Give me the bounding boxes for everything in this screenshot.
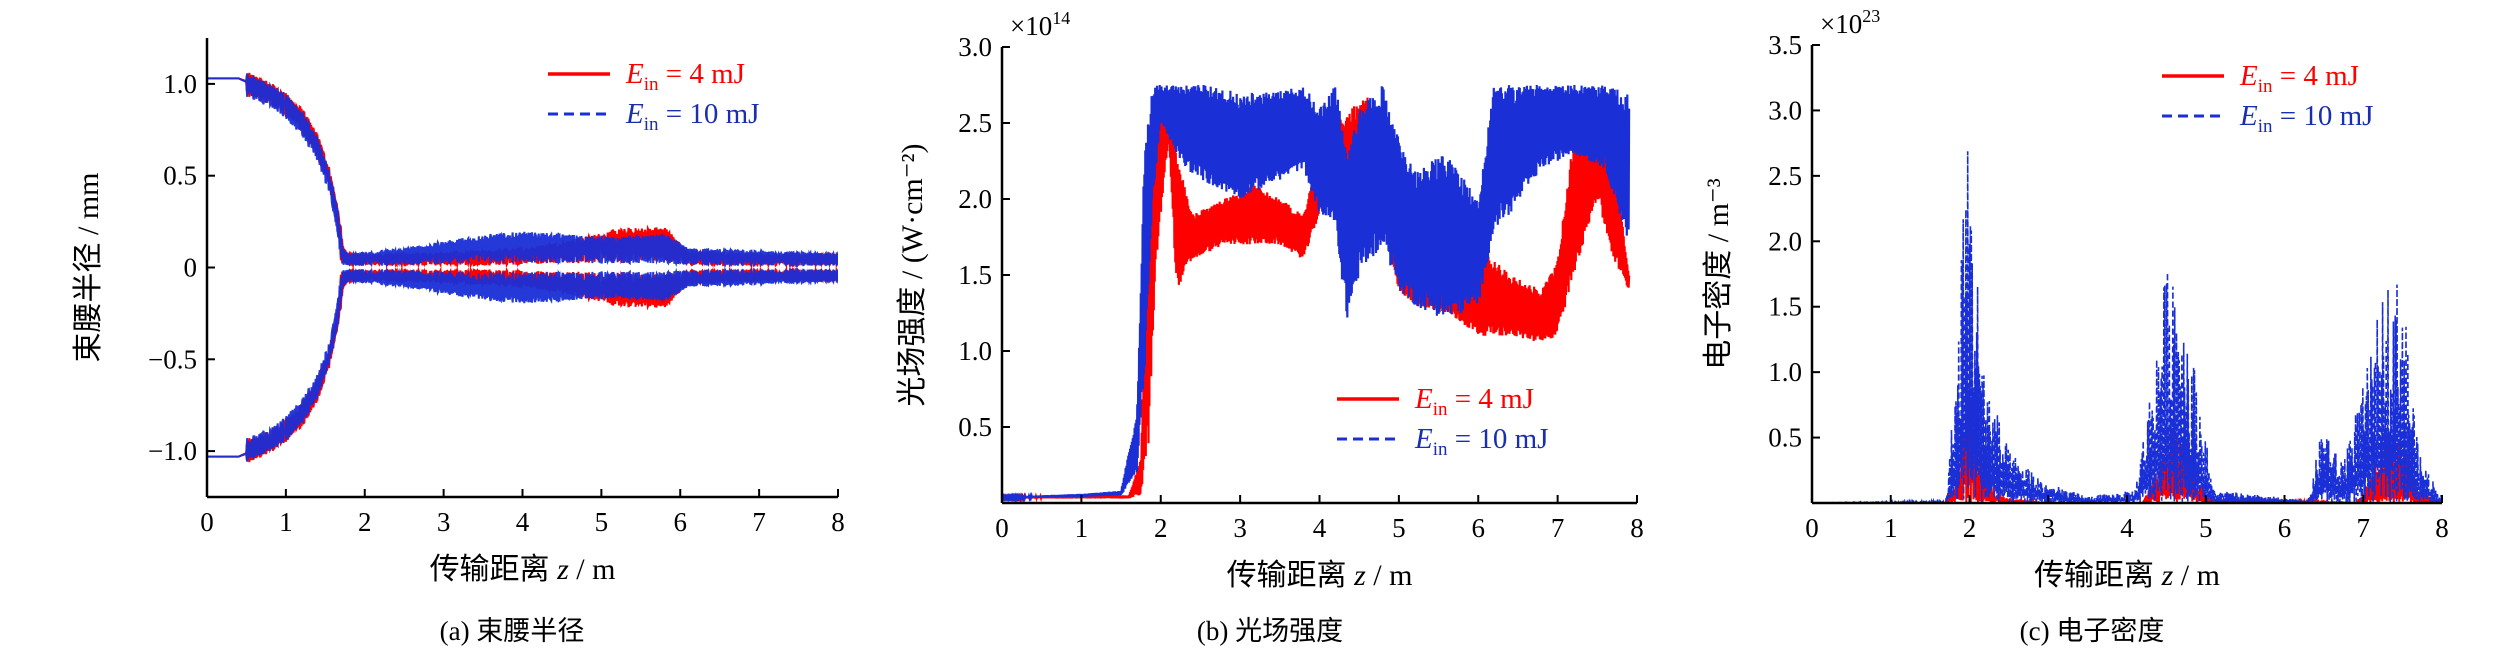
chart-c-multiplier: ×1023	[1820, 6, 1880, 39]
chart-b-xtick-label-2: 2	[1154, 513, 1168, 543]
chart-c: 0 1 2 3 4 5 6 7 8 0.5 1.0 1.5 2.0 2.5 3.0 3.5 传输距离 z / m…	[1702, 6, 2449, 646]
chart-a-xtick-label-3: 3	[437, 507, 451, 537]
chart-a-legend-label-1: Ein = 10 mJ	[625, 98, 759, 135]
chart-b-ytick-label-1: 1.0	[958, 336, 992, 366]
chart-b-xlabel: 传输距离 z / m	[1227, 559, 1413, 592]
chart-b-xtick-label-5: 5	[1392, 513, 1406, 543]
chart-a-xtick-label-7: 7	[752, 507, 766, 537]
chart-c-xtick-label-8: 8	[2435, 513, 2449, 543]
chart-c-legend-label-0: Ein = 4 mJ	[2239, 60, 2359, 97]
chart-b-ytick-label-4: 2.5	[958, 108, 992, 138]
chart-c-xtick-label-3: 3	[2042, 513, 2056, 543]
chart-a-plot-area: 0 1 2 3 4 5 6 7 8 −1.0 −0.5 0 0.5 1.0 传输距离 z / m 束腰半径 /…	[72, 38, 845, 586]
chart-c-ytick-label-0: 0.5	[1768, 423, 1802, 453]
chart-a-ytick-label-2: 0	[184, 253, 198, 283]
chart-c-ytick-label-2: 1.5	[1768, 292, 1802, 322]
chart-c-ylabel: 电子密度 / m⁻³	[1702, 178, 1735, 370]
chart-b-ytick-label-5: 3.0	[958, 32, 992, 62]
chart-b-series-10mJ	[1002, 84, 1631, 503]
chart-a-series-10mJ-upper	[207, 73, 838, 270]
chart-b-xtick-label-1: 1	[1075, 513, 1089, 543]
chart-a-ylabel: 束腰半径 / mm	[72, 172, 105, 362]
chart-c-xlabel: 传输距离 z / m	[2034, 559, 2220, 592]
chart-a-xtick-label-6: 6	[674, 507, 688, 537]
chart-c-ytick-label-4: 2.5	[1768, 161, 1802, 191]
chart-b-xtick-label-7: 7	[1551, 513, 1565, 543]
chart-a-ytick-label-0: −1.0	[148, 436, 197, 466]
chart-b-xtick-label-4: 4	[1313, 513, 1327, 543]
chart-c-plot-area: 0 1 2 3 4 5 6 7 8 0.5 1.0 1.5 2.0 2.5 3.0 3.5 传输距离 z / m…	[1702, 6, 2449, 592]
chart-a-ytick-label-3: 0.5	[163, 161, 197, 191]
chart-b-data	[1002, 84, 1631, 503]
chart-b-multiplier: ×1014	[1010, 8, 1070, 41]
chart-a-xtick-label-5: 5	[595, 507, 609, 537]
chart-a: 0 1 2 3 4 5 6 7 8 −1.0 −0.5 0 0.5 1.0 传输距离 z / m 束腰半径 /…	[72, 38, 845, 646]
chart-b-xtick-label-0: 0	[995, 513, 1009, 543]
chart-c-xtick-label-0: 0	[1805, 513, 1819, 543]
chart-c-xtick-label-4: 4	[2120, 513, 2134, 543]
chart-b-xtick-label-3: 3	[1233, 513, 1247, 543]
chart-c-xtick-label-5: 5	[2199, 513, 2213, 543]
chart-a-legend-label-0: Ein = 4 mJ	[625, 58, 745, 95]
chart-a-ytick-label-1: −0.5	[148, 344, 197, 374]
chart-c-ytick-label-1: 1.0	[1768, 357, 1802, 387]
chart-c-series-10mJ	[1812, 151, 2442, 503]
chart-a-xlabel: 传输距离 z / m	[430, 553, 616, 586]
chart-a-series-10mJ-lower	[207, 265, 838, 462]
chart-c-caption: (c) 电子密度	[2020, 616, 2165, 646]
chart-b-caption: (b) 光场强度	[1197, 616, 1343, 646]
chart-a-caption: (a) 束腰半径	[440, 616, 585, 646]
chart-c-ytick-label-6: 3.5	[1768, 30, 1802, 60]
chart-a-xtick-label-8: 8	[831, 507, 845, 537]
chart-b: 0 1 2 3 4 5 6 7 8 0.5 1.0 1.5 2.0 2.5 3.0 传输距离 z / m 光场强…	[896, 8, 1644, 646]
chart-b-xtick-label-6: 6	[1472, 513, 1486, 543]
chart-c-ytick-label-5: 3.0	[1768, 95, 1802, 125]
chart-c-data	[1812, 151, 2442, 503]
chart-a-data	[207, 72, 838, 463]
chart-c-xtick-label-6: 6	[2278, 513, 2292, 543]
chart-b-ytick-label-3: 2.0	[958, 184, 992, 214]
chart-b-legend-label-0: Ein = 4 mJ	[1414, 383, 1534, 420]
chart-a-ytick-label-4: 1.0	[163, 69, 197, 99]
chart-b-legend-label-1: Ein = 10 mJ	[1414, 423, 1548, 460]
chart-b-ytick-label-0: 0.5	[958, 412, 992, 442]
chart-b-ylabel: 光场强度 / (W·cm⁻²)	[896, 143, 929, 406]
chart-a-xtick-label-2: 2	[358, 507, 372, 537]
chart-c-xtick-label-2: 2	[1963, 513, 1977, 543]
chart-a-xtick-label-0: 0	[200, 507, 214, 537]
chart-b-plot-area: 0 1 2 3 4 5 6 7 8 0.5 1.0 1.5 2.0 2.5 3.0 传输距离 z / m 光场强…	[896, 8, 1644, 592]
chart-a-xtick-label-1: 1	[279, 507, 293, 537]
chart-b-ytick-label-2: 1.5	[958, 260, 992, 290]
chart-a-xtick-label-4: 4	[516, 507, 530, 537]
chart-b-xtick-label-8: 8	[1630, 513, 1644, 543]
chart-c-legend-label-1: Ein = 10 mJ	[2239, 100, 2373, 137]
chart-c-ytick-label-3: 2.0	[1768, 226, 1802, 256]
chart-c-xtick-label-1: 1	[1884, 513, 1898, 543]
chart-c-xtick-label-7: 7	[2357, 513, 2371, 543]
